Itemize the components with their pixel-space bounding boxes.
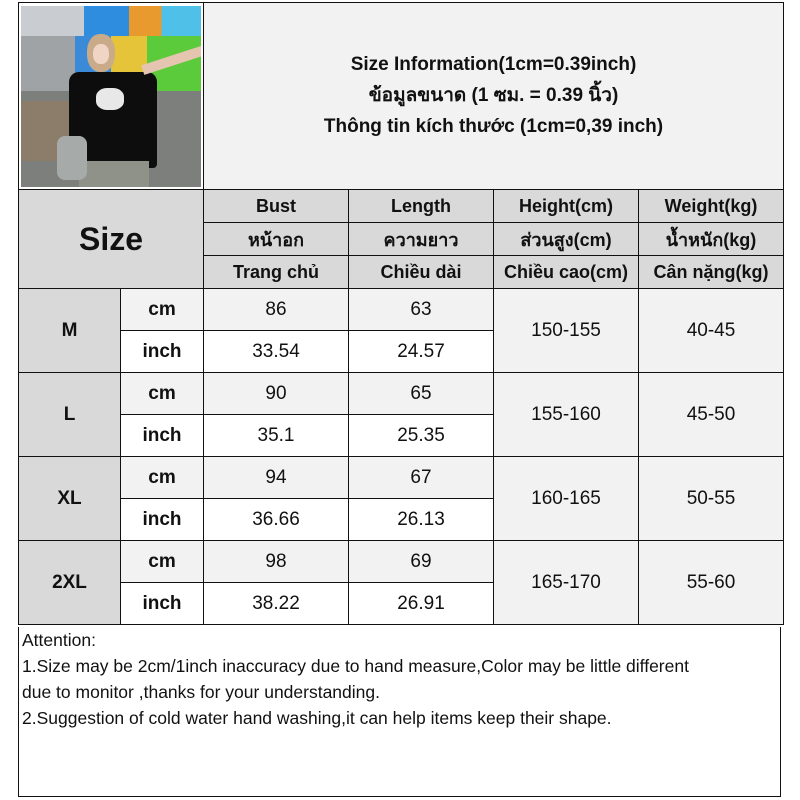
bust-inch: 36.66 (203, 498, 349, 541)
header-bust-vi: Trang chủ (203, 255, 349, 289)
length-cm: 67 (348, 456, 494, 499)
weight-range: 55-60 (638, 540, 784, 625)
length-inch: 26.13 (348, 498, 494, 541)
table-row: L cm 90 65 155-160 45-50 (18, 372, 784, 457)
unit-label: inch (120, 582, 204, 625)
product-photo-cell (18, 2, 204, 190)
size-label: L (18, 372, 121, 457)
unit-label: cm (120, 288, 204, 331)
title-english: Size Information(1cm=0.39inch) (350, 54, 637, 75)
bust-cm: 90 (203, 372, 349, 415)
length-cm: 65 (348, 372, 494, 415)
header-height-vi: Chiều cao(cm) (493, 255, 639, 289)
header-height-en: Height(cm) (493, 189, 639, 223)
header-bust-en: Bust (203, 189, 349, 223)
height-range: 165-170 (493, 540, 639, 625)
length-cm: 63 (348, 288, 494, 331)
bust-cm: 94 (203, 456, 349, 499)
unit-label: cm (120, 540, 204, 583)
table-row: inch 36.66 26.13 (19, 498, 784, 541)
unit-label: inch (120, 498, 204, 541)
size-information-title: Size Information(1cm=0.39inch) ข้อมูลขนา… (203, 2, 784, 190)
weight-range: 40-45 (638, 288, 784, 373)
height-range: 160-165 (493, 456, 639, 541)
header-bust-th: หน้าอก (203, 222, 349, 256)
bust-cm: 86 (203, 288, 349, 331)
header-weight-en: Weight(kg) (638, 189, 784, 223)
header-height-th: ส่วนสูง(cm) (493, 222, 639, 256)
table-row: 2XL cm 98 69 165-170 55-60 (18, 540, 784, 625)
bust-cm: 98 (203, 540, 349, 583)
length-inch: 25.35 (348, 414, 494, 457)
table-row: inch 33.54 24.57 (19, 330, 784, 373)
height-range: 155-160 (493, 372, 639, 457)
product-photo (21, 5, 201, 187)
table-row: M cm 86 63 150-155 40-45 (18, 288, 784, 373)
size-chart-table: Size Information(1cm=0.39inch) ข้อมูลขนา… (18, 2, 784, 625)
header-length-en: Length (348, 189, 494, 223)
header-weight-th: น้ำหนัก(kg) (638, 222, 784, 256)
size-label: XL (18, 456, 121, 541)
bust-inch: 33.54 (203, 330, 349, 373)
attention-heading: Attention: (22, 630, 96, 650)
height-range: 150-155 (493, 288, 639, 373)
unit-label: inch (120, 414, 204, 457)
table-row: inch 35.1 25.35 (19, 414, 784, 457)
unit-label: inch (120, 330, 204, 373)
weight-range: 45-50 (638, 372, 784, 457)
title-thai: ข้อมูลขนาด (1 ซม. = 0.39 นิ้ว) (368, 85, 619, 106)
header-length-th: ความยาว (348, 222, 494, 256)
attention-line-1: 1.Size may be 2cm/1inch inaccuracy due t… (22, 656, 689, 676)
table-row: inch 38.22 26.91 (19, 582, 784, 625)
bust-inch: 38.22 (203, 582, 349, 625)
size-label: M (18, 288, 121, 373)
weight-range: 50-55 (638, 456, 784, 541)
unit-label: cm (120, 456, 204, 499)
table-row: XL cm 94 67 160-165 50-55 (18, 456, 784, 541)
length-cm: 69 (348, 540, 494, 583)
attention-line-2: due to monitor ,thanks for your understa… (22, 682, 380, 702)
bust-inch: 35.1 (203, 414, 349, 457)
attention-line-3: 2.Suggestion of cold water hand washing,… (22, 708, 612, 728)
size-header: Size (18, 189, 204, 289)
title-vietnamese: Thông tin kích thước (1cm=0,39 inch) (323, 116, 664, 137)
length-inch: 24.57 (348, 330, 494, 373)
header-length-vi: Chiều dài (348, 255, 494, 289)
attention-notes: Attention: 1.Size may be 2cm/1inch inacc… (18, 627, 781, 797)
size-label: 2XL (18, 540, 121, 625)
header-weight-vi: Cân nặng(kg) (638, 255, 784, 289)
length-inch: 26.91 (348, 582, 494, 625)
unit-label: cm (120, 372, 204, 415)
